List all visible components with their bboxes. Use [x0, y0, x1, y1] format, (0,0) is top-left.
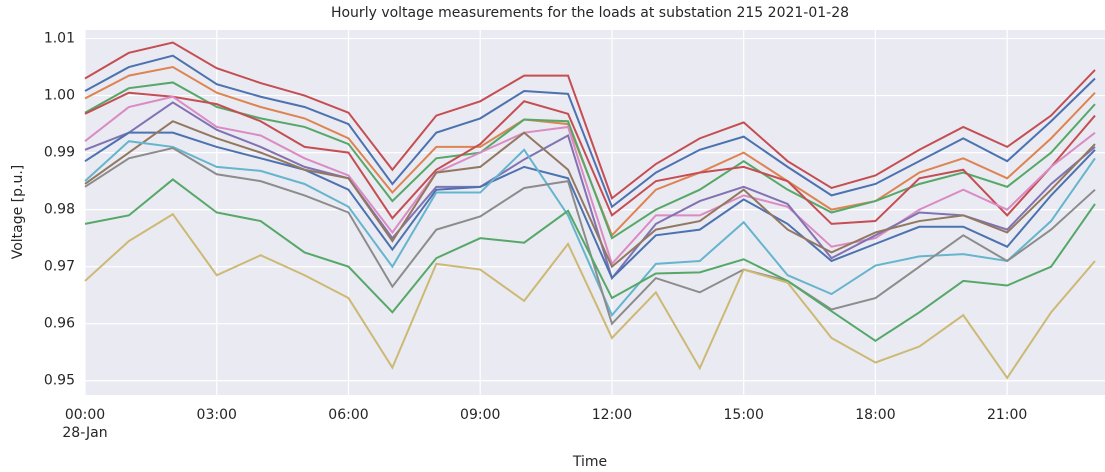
x-date-label: 28-Jan — [62, 425, 107, 441]
series-line — [84, 178, 1096, 343]
y-axis-label: Voltage [p.u.] — [10, 165, 26, 260]
series-line — [84, 120, 1096, 269]
y-tick-label: 0.96 — [44, 316, 75, 332]
y-tick-label: 0.95 — [44, 373, 75, 389]
series-line — [84, 101, 1096, 281]
x-tick-label: 03:00 — [197, 407, 237, 423]
x-axis-label: Time — [572, 454, 607, 470]
series-line — [84, 91, 1096, 225]
series-line — [84, 41, 1096, 200]
y-tick-label: 1.01 — [44, 31, 75, 47]
y-tick-label: 0.97 — [44, 259, 75, 275]
x-tick-label: 18:00 — [855, 407, 895, 423]
y-tick-label: 0.99 — [44, 145, 75, 161]
y-tick-label: 0.98 — [44, 202, 75, 218]
series-line — [84, 131, 1096, 280]
series-line — [84, 140, 1096, 318]
y-tick-label: 1.00 — [44, 88, 75, 104]
series-line — [84, 212, 1096, 380]
x-tick-label: 06:00 — [328, 407, 368, 423]
x-tick-label: 09:00 — [460, 407, 500, 423]
x-tick-label: 12:00 — [592, 407, 632, 423]
x-tick-label: 00:00 — [65, 407, 105, 423]
series-line — [84, 95, 1096, 266]
x-tick-label: 15:00 — [724, 407, 764, 423]
series-line — [84, 54, 1096, 209]
series-line — [84, 81, 1096, 240]
chart-title: Hourly voltage measurements for the load… — [331, 5, 849, 21]
x-tick-label: 21:00 — [987, 407, 1027, 423]
